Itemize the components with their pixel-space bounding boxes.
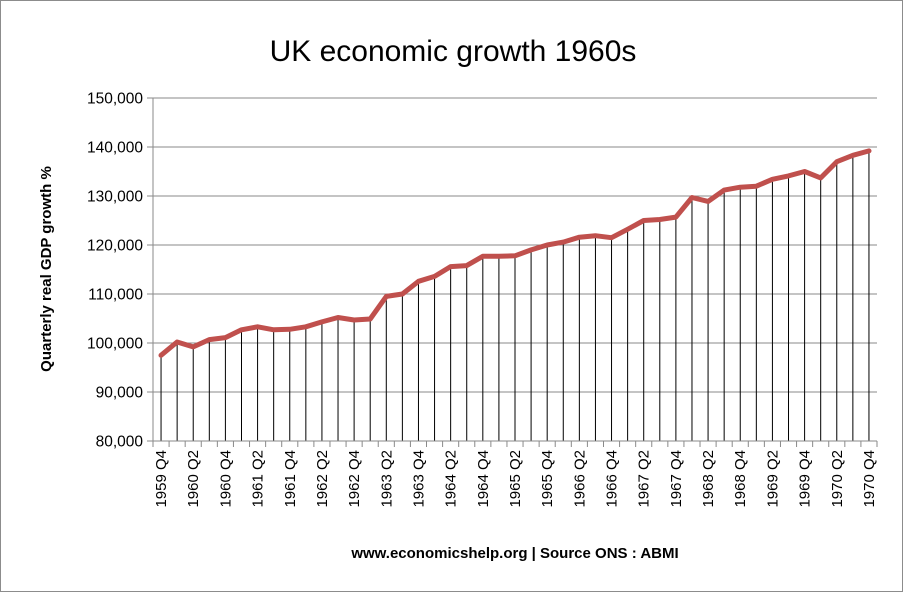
data-point: [497, 255, 501, 258]
data-point: [610, 236, 613, 239]
x-tick-label: 1965 Q4: [539, 450, 556, 508]
data-point: [175, 340, 179, 344]
x-tick-label: 1964 Q4: [475, 450, 492, 508]
data-point: [433, 275, 436, 278]
data-point: [626, 228, 629, 231]
y-tick-labels: 80,000 90,000 100,000 110,000 120,000 130,000…: [87, 91, 143, 451]
data-point: [803, 170, 806, 173]
x-tick-label: 1961 Q4: [282, 450, 299, 508]
x-tick-label: 1970 Q2: [829, 450, 846, 508]
data-point: [851, 154, 855, 157]
data-point: [819, 176, 822, 180]
x-tick-label: 1960 Q4: [217, 450, 234, 508]
x-tick-label: 1964 Q2: [443, 450, 460, 508]
x-tick-label: 1965 Q2: [507, 450, 524, 508]
data-point: [385, 295, 388, 298]
x-tick-label: 1960 Q2: [185, 450, 202, 508]
y-tick-label: 110,000: [88, 287, 143, 304]
x-tick-label: 1967 Q2: [636, 450, 653, 508]
data-point: [545, 243, 549, 247]
y-tick-label: 90,000: [96, 385, 144, 402]
data-point: [256, 325, 259, 329]
data-point: [867, 149, 871, 153]
data-point: [336, 316, 340, 319]
y-axis-label: Quarterly real GDP growth %: [38, 166, 55, 372]
data-point: [529, 248, 533, 252]
y-tick-label: 80,000: [96, 434, 144, 451]
gridlines: [147, 97, 877, 442]
drop-lines: [160, 150, 870, 441]
y-tick-label: 140,000: [87, 140, 143, 157]
data-point: [481, 255, 485, 258]
x-tick-label: 1963 Q2: [378, 450, 395, 508]
x-tick-label: 1961 Q2: [250, 450, 267, 508]
data-point: [578, 235, 581, 239]
data-point: [465, 264, 468, 267]
data-point: [192, 345, 195, 349]
data-point: [755, 185, 758, 188]
x-tick-label: 1962 Q2: [314, 450, 331, 508]
data-point: [288, 328, 291, 331]
x-tick-label: 1968 Q2: [700, 450, 717, 508]
data-point: [304, 325, 308, 329]
data-point: [594, 234, 597, 237]
x-tick-label: 1962 Q4: [346, 450, 363, 508]
data-point: [272, 328, 275, 331]
series-line-group: [158, 148, 872, 358]
data-point: [159, 354, 163, 357]
data-point: [352, 318, 356, 322]
x-tick-label: 1969 Q4: [797, 450, 814, 508]
data-point: [224, 336, 227, 339]
data-point: [674, 215, 678, 219]
axes: [152, 98, 878, 447]
x-tick-label: 1968 Q4: [732, 450, 749, 508]
data-point: [835, 160, 838, 163]
x-tick-label: 1966 Q4: [604, 450, 621, 508]
x-tick-label: 1969 Q2: [764, 450, 781, 508]
data-point: [401, 292, 404, 296]
x-tick-labels: 1959 Q4 1960 Q2 1960 Q4 1961 Q2 1961 Q4 1962 …: [153, 450, 878, 508]
data-point: [771, 178, 774, 181]
x-axis-label: www.economicshelp.org | Source ONS : ABM…: [350, 545, 678, 562]
x-tick-label: 1970 Q4: [861, 450, 878, 508]
data-point: [706, 200, 710, 203]
x-tick-label: 1966 Q2: [571, 450, 588, 508]
y-tick-label: 120,000: [87, 238, 143, 255]
data-point: [722, 188, 726, 192]
data-point: [739, 185, 742, 189]
data-point: [658, 218, 661, 221]
data-point: [240, 328, 243, 331]
data-point: [787, 174, 790, 178]
y-tick-label: 100,000: [87, 336, 143, 353]
y-tick-label: 150,000: [87, 91, 143, 108]
data-point: [369, 317, 372, 321]
y-tick-label: 130,000: [87, 189, 143, 206]
data-point: [562, 240, 565, 244]
data-point: [320, 320, 324, 324]
x-tick-label: 1967 Q4: [668, 450, 685, 508]
data-point: [417, 280, 420, 283]
x-tick-label: 1963 Q4: [410, 450, 427, 508]
data-point: [513, 254, 517, 257]
data-point: [642, 219, 645, 222]
data-point: [690, 196, 694, 199]
data-point: [449, 265, 452, 268]
data-point: [208, 338, 211, 341]
chart-title: UK economic growth 1960s: [270, 35, 637, 68]
x-tick-label: 1959 Q4: [153, 450, 170, 508]
